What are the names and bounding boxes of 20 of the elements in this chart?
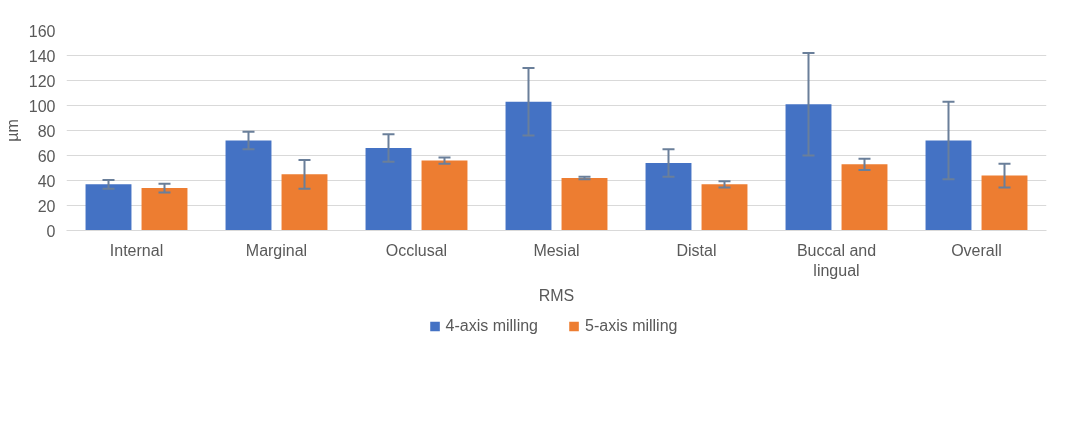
- x-tick-label: Internal: [109, 241, 164, 259]
- x-tick-label: Distal: [676, 241, 717, 259]
- y-tick-label: 40: [37, 172, 56, 190]
- legend-label: 5-axis milling: [585, 317, 678, 335]
- y-tick-label: 60: [37, 147, 56, 165]
- x-tick-label: Overall: [951, 241, 1002, 259]
- y-tick-label: 100: [28, 97, 56, 115]
- y-tick-label: 20: [37, 197, 56, 215]
- x-axis-title: RMS: [538, 286, 575, 304]
- x-tick-label: Marginal: [245, 241, 308, 259]
- y-axis-title: µm: [3, 119, 21, 142]
- legend-label: 4-axis milling: [445, 317, 538, 335]
- y-tick-label: 0: [46, 222, 56, 240]
- y-tick-label: 140: [28, 47, 56, 65]
- x-tick-label: Mesial: [533, 241, 580, 259]
- x-tick-label: Buccal and lingual: [796, 241, 877, 279]
- y-tick-label: 160: [28, 22, 56, 40]
- y-tick-label: 120: [28, 72, 56, 90]
- x-tick-label: Occlusal: [385, 241, 448, 259]
- y-tick-label: 80: [37, 122, 56, 140]
